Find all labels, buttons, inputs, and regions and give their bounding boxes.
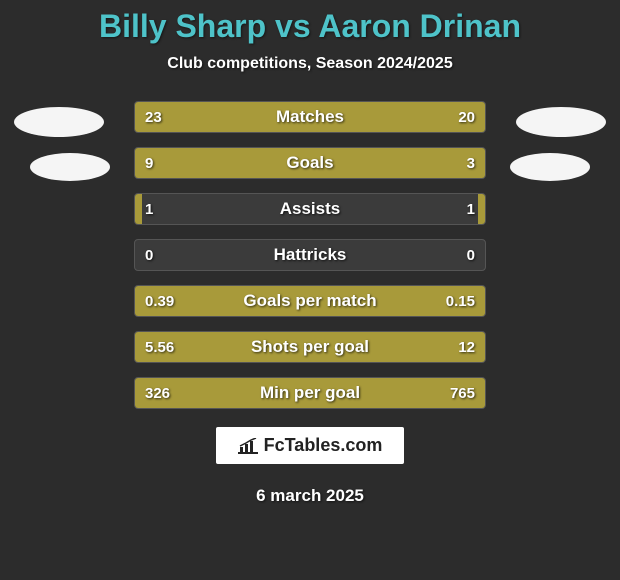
- stat-label: Shots per goal: [135, 332, 485, 362]
- stat-label: Matches: [135, 102, 485, 132]
- player-left-shape-1: [14, 107, 104, 137]
- stats-area: 23 Matches 20 9 Goals 3 1 Assists 1: [0, 101, 620, 409]
- stat-row: 5.56 Shots per goal 12: [134, 331, 486, 363]
- stat-label: Goals per match: [135, 286, 485, 316]
- stat-value-right: 20: [458, 102, 475, 132]
- stat-row: 0.39 Goals per match 0.15: [134, 285, 486, 317]
- stat-value-right: 0.15: [446, 286, 475, 316]
- stat-value-right: 3: [467, 148, 475, 178]
- stat-row: 9 Goals 3: [134, 147, 486, 179]
- chart-icon: [238, 438, 258, 454]
- stat-row: 1 Assists 1: [134, 193, 486, 225]
- stat-row: 23 Matches 20: [134, 101, 486, 133]
- stat-value-right: 0: [467, 240, 475, 270]
- stat-label: Hattricks: [135, 240, 485, 270]
- stat-label: Min per goal: [135, 378, 485, 408]
- stat-label: Assists: [135, 194, 485, 224]
- stat-row: 326 Min per goal 765: [134, 377, 486, 409]
- branding-badge: FcTables.com: [216, 427, 405, 464]
- stat-value-right: 12: [458, 332, 475, 362]
- player-right-shape-2: [510, 153, 590, 181]
- player-right-shape-1: [516, 107, 606, 137]
- player-left-shape-2: [30, 153, 110, 181]
- page-title: Billy Sharp vs Aaron Drinan: [99, 8, 521, 45]
- stat-label: Goals: [135, 148, 485, 178]
- branding-text: FcTables.com: [264, 435, 383, 456]
- stat-row: 0 Hattricks 0: [134, 239, 486, 271]
- subtitle: Club competitions, Season 2024/2025: [167, 55, 452, 73]
- date-label: 6 march 2025: [256, 486, 364, 506]
- stat-value-right: 1: [467, 194, 475, 224]
- stat-bars: 23 Matches 20 9 Goals 3 1 Assists 1: [134, 101, 486, 409]
- comparison-card: Billy Sharp vs Aaron Drinan Club competi…: [0, 0, 620, 580]
- stat-value-right: 765: [450, 378, 475, 408]
